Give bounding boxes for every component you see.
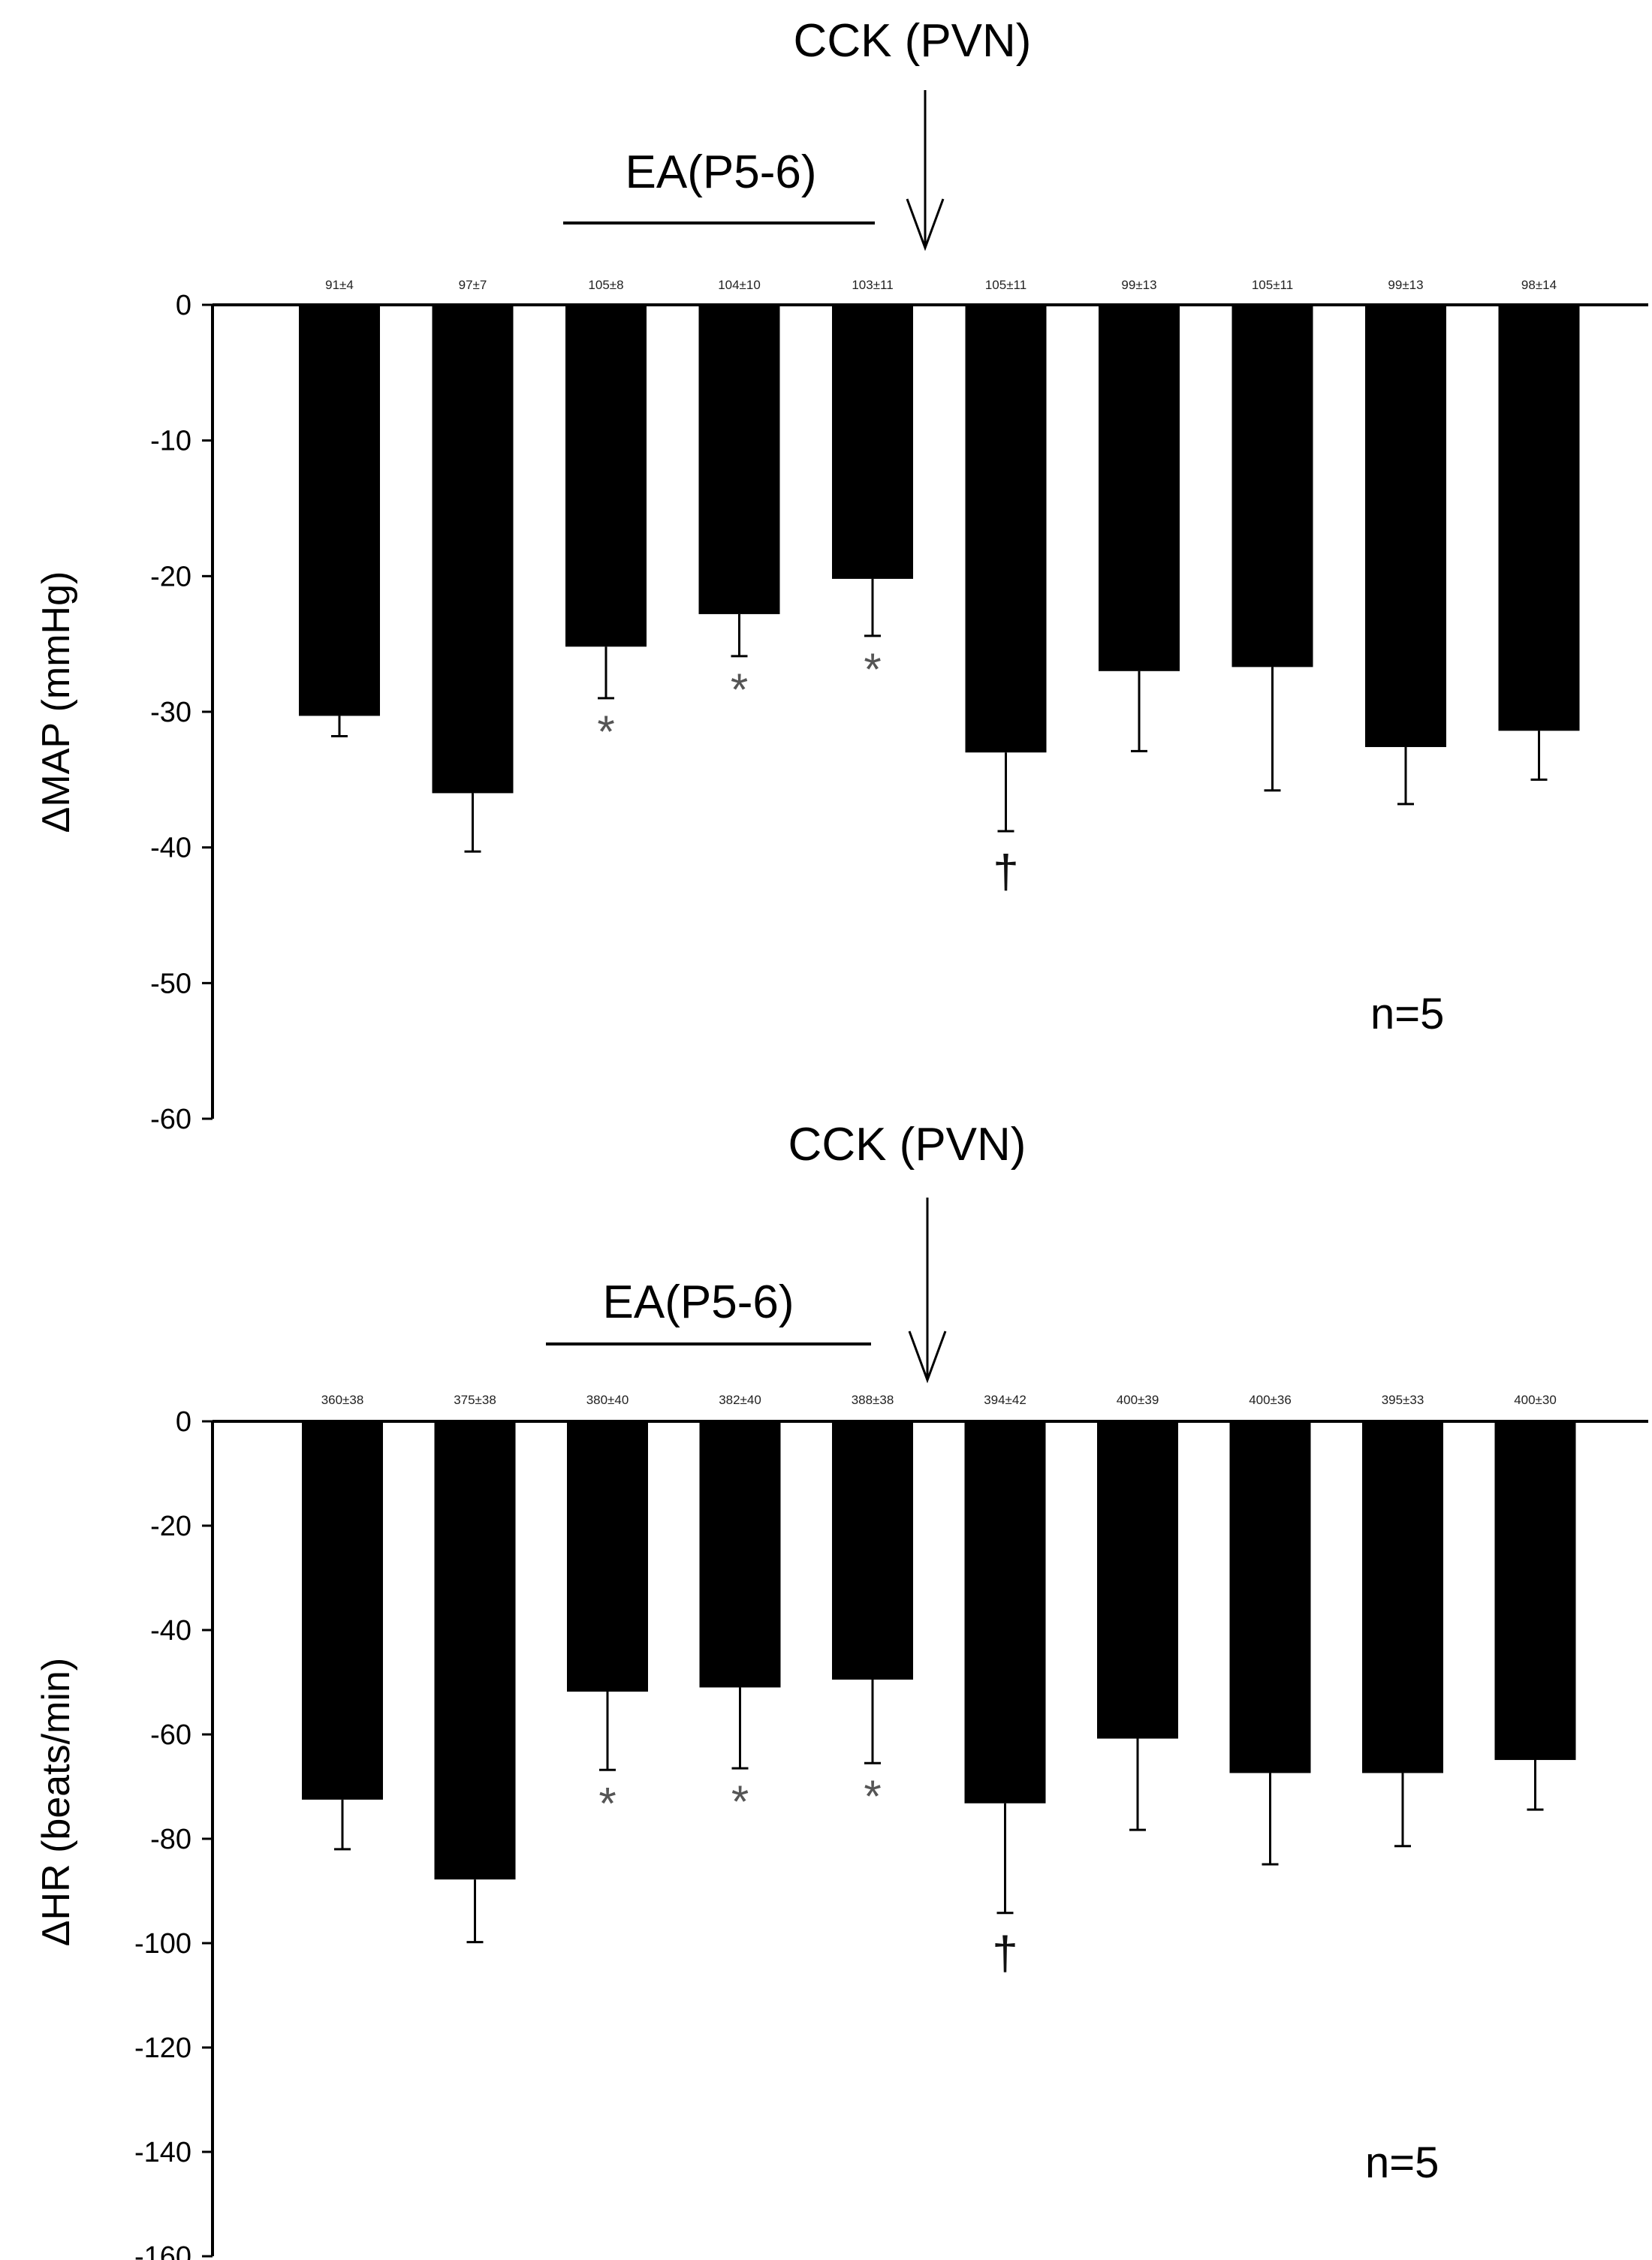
map-y-tick-label: -50 [150, 968, 191, 999]
map-event-label: CCK (PVN) [794, 15, 1032, 67]
map-baseline-label: 105±8 [588, 278, 623, 292]
hr-event-arrow [908, 1198, 947, 1384]
map-y-tick-label: -20 [150, 561, 191, 592]
hr-baseline-label: 400±39 [1117, 1393, 1159, 1407]
map-y-tick-label: 0 [176, 290, 191, 321]
hr-y-tick-label: -40 [150, 1615, 191, 1647]
hr-baseline-label: 400±36 [1249, 1393, 1292, 1407]
hr-bar [1097, 1421, 1178, 1739]
map-significance-marker: * [864, 644, 881, 695]
map-y-axis-label: ΔMAP (mmHg) [35, 571, 78, 833]
hr-y-tick-label: -80 [150, 1824, 191, 1855]
map-baseline-label: 99±13 [1121, 278, 1156, 292]
map-bar [565, 305, 647, 647]
hr-bar [964, 1421, 1046, 1803]
hr-y-tick-label: -100 [134, 1928, 191, 1960]
hr-bars: 360±38 375±38 380±40 * 382±40 * 388±38 * 394±42 †… [302, 1393, 1576, 1980]
hr-treatment-label: EA(P5-6) [603, 1276, 794, 1328]
map-baseline-label: 99±13 [1388, 278, 1423, 292]
hr-n-label: n=5 [1365, 2138, 1439, 2187]
map-n-label: n=5 [1370, 990, 1444, 1038]
map-bar [1365, 305, 1446, 747]
map-baseline-label: 103±11 [852, 278, 893, 292]
hr-baseline-label: 388±38 [852, 1393, 894, 1407]
map-event-arrow [906, 90, 945, 252]
map-bar [1231, 305, 1313, 667]
hr-baseline-label: 395±33 [1382, 1393, 1424, 1407]
hr-bar [1494, 1421, 1576, 1761]
hr-y-tick-label: -140 [134, 2137, 191, 2168]
hr-y-tick-label: -120 [134, 2032, 191, 2064]
map-bar [698, 305, 780, 614]
map-baseline-label: 104±10 [718, 278, 761, 292]
map-bars: 91±4 97±7 105±8 * 104±10 * 103±11 * 105±11 † 99±13… [299, 278, 1580, 898]
hr-panel: CCK (PVN) EA(P5-6) ΔHR (beats/min) 0 -20 -… [35, 1119, 1648, 2260]
map-baseline-label: 97±7 [459, 278, 487, 292]
hr-baseline-label: 382±40 [719, 1393, 761, 1407]
map-y-ticks: 0 -10 -20 -30 -40 -50 -60 [150, 290, 213, 1135]
map-bar [432, 305, 514, 794]
hr-baseline-label: 394±42 [984, 1393, 1026, 1407]
hr-bar [567, 1421, 648, 1692]
map-bar [1099, 305, 1180, 671]
map-baseline-label: 98±14 [1521, 278, 1557, 292]
hr-dagger-marker: † [992, 1928, 1017, 1980]
hr-baseline-label: 360±38 [321, 1393, 364, 1407]
hr-baseline-label: 375±38 [454, 1393, 496, 1407]
hr-significance-marker: * [864, 1771, 881, 1822]
hr-y-tick-label: -20 [150, 1511, 191, 1542]
hr-y-tick-label: -60 [150, 1719, 191, 1751]
map-panel: CCK (PVN) EA(P5-6) ΔMAP (mmHg) 0 -10 -20 -3… [35, 15, 1648, 1135]
map-baseline-label: 105±11 [985, 278, 1026, 292]
hr-bar [1229, 1421, 1311, 1773]
map-significance-marker: * [597, 707, 614, 757]
map-y-tick-label: -40 [150, 833, 191, 864]
hr-baseline-label: 400±30 [1514, 1393, 1557, 1407]
map-bar [1498, 305, 1580, 731]
map-baseline-label: 91±4 [325, 278, 354, 292]
map-dagger-marker: † [993, 846, 1018, 898]
map-treatment-label: EA(P5-6) [626, 146, 817, 198]
map-bar [832, 305, 913, 579]
map-baseline-label: 105±11 [1252, 278, 1293, 292]
hr-bar [434, 1421, 516, 1880]
map-y-tick-label: -60 [150, 1104, 191, 1135]
map-y-tick-label: -30 [150, 697, 191, 728]
hr-bar [1362, 1421, 1443, 1773]
hr-significance-marker: * [598, 1778, 616, 1828]
hr-bar [832, 1421, 913, 1680]
hr-y-axis-label: ΔHR (beats/min) [35, 1658, 78, 1946]
hr-bar [699, 1421, 781, 1688]
map-y-tick-label: -10 [150, 426, 191, 457]
hr-baseline-label: 380±40 [586, 1393, 629, 1407]
hr-y-tick-label: 0 [176, 1406, 191, 1438]
map-significance-marker: * [731, 664, 748, 715]
hr-significance-marker: * [731, 1776, 749, 1827]
hr-bar [302, 1421, 383, 1800]
hr-y-tick-label: -160 [134, 2241, 191, 2260]
hr-y-ticks: 0 -20 -40 -60 -80 -100 -120 -140 -160 [134, 1406, 213, 2260]
map-bar [965, 305, 1047, 753]
hr-event-label: CCK (PVN) [788, 1119, 1026, 1171]
map-bar [299, 305, 380, 716]
